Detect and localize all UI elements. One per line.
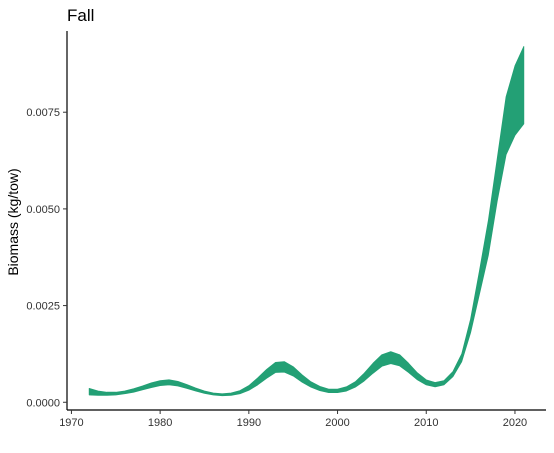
x-tick-label: 1970 [59,417,83,429]
series-layer [89,46,524,395]
x-tick-label: 2020 [503,417,527,429]
x-tick-label: 1990 [237,417,261,429]
series-ribbon-0 [89,46,524,395]
x-tick-label: 2010 [414,417,438,429]
y-tick-label: 0.0075 [26,107,60,119]
y-axis-title: Biomass (kg/tow) [5,168,21,275]
chart-title: Fall [67,6,94,25]
y-tick-label: 0.0025 [26,301,60,313]
y-tick-label: 0.0050 [26,204,60,216]
y-tick-label: 0.0000 [26,397,60,409]
x-tick-label: 2000 [325,417,349,429]
x-tick-label: 1980 [148,417,172,429]
